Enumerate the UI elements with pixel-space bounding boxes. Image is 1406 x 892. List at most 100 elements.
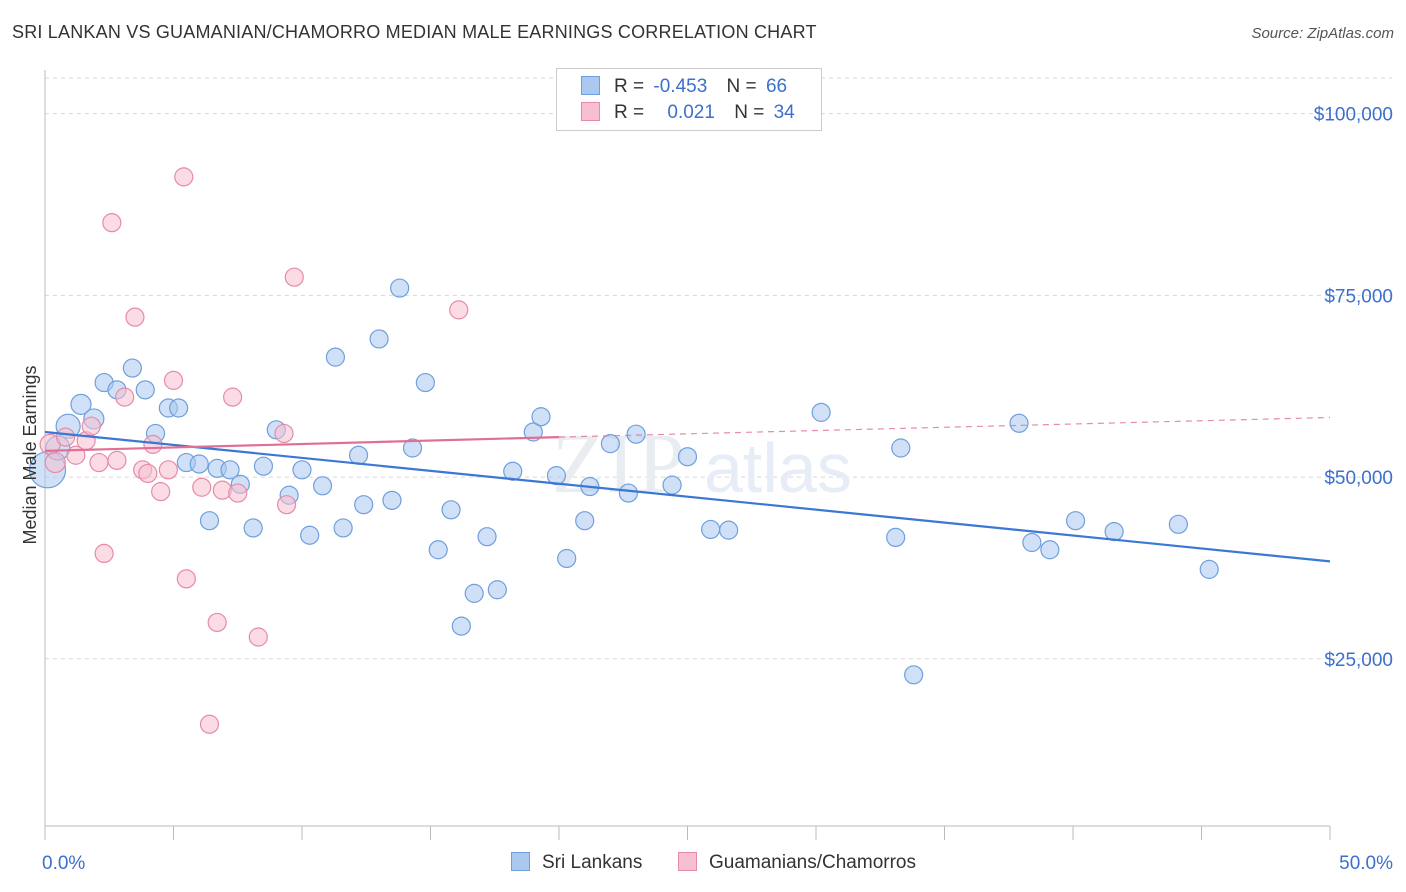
x-tick-label: 0.0% [42,853,85,874]
point-sri-lankan [354,495,374,515]
legend-swatch-blue [581,76,600,95]
point-sri-lankan [503,461,523,481]
point-sri-lankan [575,511,595,531]
point-sri-lankan [557,548,577,569]
point-sri-lankan [1199,559,1219,579]
point-sri-lankan [891,438,911,458]
point-guamanian [81,416,101,436]
point-sri-lankan [477,527,497,547]
point-guamanian [125,307,145,327]
point-sri-lankan [600,434,621,454]
point-guamanian [276,495,297,515]
point-sri-lankan [1040,540,1060,560]
point-sri-lankan [701,519,721,540]
legend-r-label: R = [614,102,645,123]
y-axis-title: Median Male Earnings [20,365,40,544]
point-guamanian [223,387,243,407]
point-sri-lankan [1104,521,1124,542]
point-sri-lankan [312,476,333,496]
source-label: Source: ZipAtlas.com [1251,25,1394,42]
point-guamanian [151,482,171,502]
y-tick-label: $100,000 [1314,105,1393,126]
point-sri-lankan [441,500,461,520]
legend-row-guamanians: R = 0.021 N = 34 [581,102,795,126]
series-legend: Sri Lankans Guamanians/Chamorros [0,852,1406,878]
y-tick-label: $50,000 [1324,468,1393,489]
point-sri-lankan [199,511,220,531]
point-sri-lankan [300,525,320,545]
point-sri-lankan [523,422,543,442]
point-sri-lankan [904,665,924,685]
point-guamanian [207,612,227,633]
points-layer [28,167,1219,734]
legend-n-label: N = [734,102,765,123]
point-guamanian [55,427,76,447]
point-sri-lankan [348,445,369,465]
trendline-guamanians-extrapolated [558,416,1331,438]
point-guamanian [89,452,109,473]
point-guamanian [158,460,178,480]
point-guamanian [284,267,304,287]
point-sri-lankan [333,518,353,538]
point-sri-lankan [546,466,567,486]
point-sri-lankan [325,347,346,367]
point-sri-lankan [169,398,189,418]
legend-item-guamanians: Guamanians/Chamorros [678,852,916,874]
point-sri-lankan [886,527,906,548]
point-guamanian [176,569,196,589]
trendline-sri-lankans [44,430,1331,563]
point-guamanian [248,627,268,647]
point-sri-lankan [1022,532,1042,553]
point-sri-lankan [243,518,263,538]
legend-label: Guamanians/Chamorros [709,852,916,873]
point-sri-lankan [382,490,402,510]
trendline-guamanians [44,435,560,453]
y-tick-label: $25,000 [1324,650,1393,671]
point-sri-lankan [70,393,92,415]
legend-swatch-blue [511,852,530,871]
labels-layer: $25,000 $50,000 $75,000 $100,000 0.0% 50.0% Me… [20,105,1393,874]
point-sri-lankan [189,454,209,474]
point-sri-lankan [1168,514,1188,534]
legend-swatch-pink [678,852,697,871]
legend-r-label: R = [614,76,645,97]
point-guamanian [228,483,248,503]
point-sri-lankan [1009,413,1029,433]
point-guamanian [94,543,114,564]
point-sri-lankan [662,475,682,495]
point-sri-lankan [719,520,739,540]
watermark: ZIP atlas [552,415,852,511]
legend-swatch-pink [581,102,600,121]
trend-layer [44,416,1331,563]
point-sri-lankan [487,580,507,600]
legend-n-value: 34 [773,102,795,123]
point-sri-lankan [135,380,155,400]
point-sri-lankan [626,424,646,444]
legend-label: Sri Lankans [542,852,643,873]
point-guamanian [163,370,184,390]
point-guamanian [138,463,158,484]
point-guamanian [274,423,294,444]
point-guamanian [174,167,194,187]
point-sri-lankan [811,402,831,422]
legend-item-sri-lankans: Sri Lankans [511,852,642,874]
legend-r-value: -0.453 [653,76,708,97]
point-sri-lankan [428,540,448,560]
chart-title: SRI LANKAN VS GUAMANIAN/CHAMORRO MEDIAN … [12,22,817,42]
point-guamanian [199,714,220,734]
point-sri-lankan [464,583,484,603]
point-sri-lankan [531,407,551,427]
point-sri-lankan [369,329,389,349]
point-sri-lankan [618,483,638,503]
grid-layer [45,77,1392,660]
point-sri-lankan [402,438,423,458]
point-sri-lankan [122,358,142,378]
point-guamanian [449,300,469,320]
point-guamanian [102,213,122,233]
point-guamanian [192,477,212,497]
y-tick-label: $75,000 [1324,286,1393,307]
point-sri-lankan [451,616,471,636]
watermark-atlas: atlas [704,429,852,507]
point-guamanian [44,451,66,474]
